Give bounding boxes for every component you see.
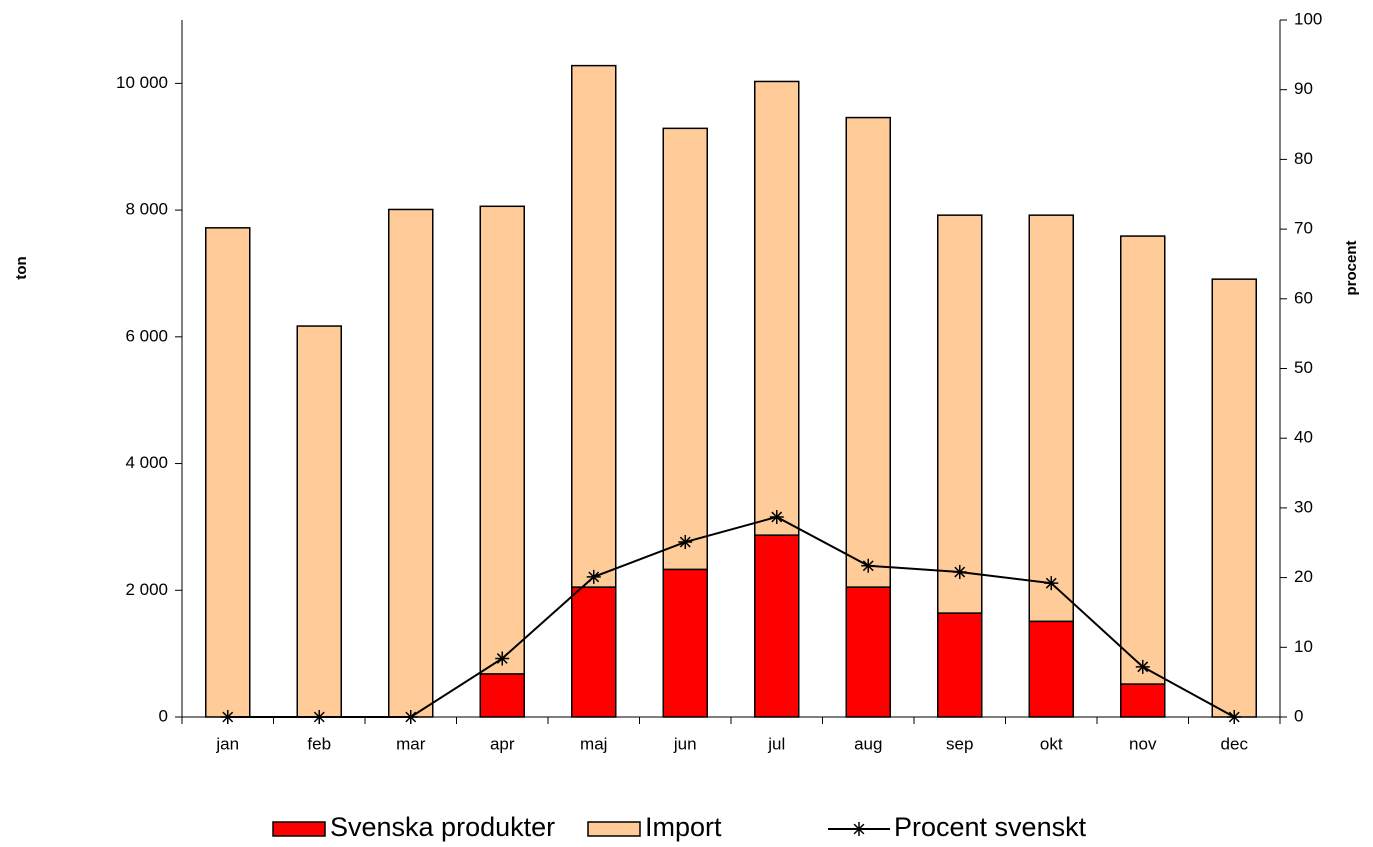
x-tick-label: apr xyxy=(490,734,515,753)
legend-label: Svenska produkter xyxy=(330,812,555,842)
x-tick-label: dec xyxy=(1221,734,1249,753)
bar xyxy=(296,325,342,718)
marker xyxy=(769,509,784,524)
bar xyxy=(388,208,434,718)
bar xyxy=(845,116,891,588)
bar xyxy=(479,205,525,675)
marker xyxy=(861,558,876,573)
x-tick-label: sep xyxy=(946,734,973,753)
marker xyxy=(1135,659,1150,674)
y-tick-label: 6 000 xyxy=(125,326,168,345)
x-tick-label: jun xyxy=(673,734,697,753)
x-tick-label: okt xyxy=(1040,734,1063,753)
bar xyxy=(754,534,800,718)
bar xyxy=(1211,278,1257,718)
line xyxy=(227,515,1235,718)
y2-tick-label: 80 xyxy=(1294,149,1313,168)
y2-tick-label: 30 xyxy=(1294,497,1313,516)
y2-tick-label: 50 xyxy=(1294,358,1313,377)
y2-tick-label: 60 xyxy=(1294,288,1313,307)
x-tick-label: jan xyxy=(215,734,239,753)
y2-tick-label: 40 xyxy=(1294,428,1313,447)
bar xyxy=(937,612,983,718)
y-axis-title: ton xyxy=(13,256,30,279)
marker xyxy=(220,710,235,724)
bar xyxy=(754,80,800,536)
legend-label: Procent svenskt xyxy=(894,812,1087,842)
bar xyxy=(571,586,617,718)
x-tick-label: nov xyxy=(1129,734,1157,753)
marker xyxy=(952,565,967,580)
bar xyxy=(845,586,891,718)
bar xyxy=(937,214,983,614)
y2-tick-label: 100 xyxy=(1294,9,1322,28)
bar xyxy=(662,127,708,571)
marker xyxy=(1044,576,1059,591)
y-tick-label: 10 000 xyxy=(116,73,168,92)
y2-tick-label: 10 xyxy=(1294,637,1313,656)
marker xyxy=(678,535,693,550)
legend-swatch xyxy=(587,821,641,837)
bar xyxy=(662,568,708,718)
x-tick-label: feb xyxy=(307,734,331,753)
y-tick-label: 0 xyxy=(159,706,168,725)
marker xyxy=(1227,710,1242,724)
y-tick-label: 2 000 xyxy=(125,580,168,599)
marker xyxy=(586,569,601,584)
x-tick-label: jul xyxy=(767,734,785,753)
y2-tick-label: 70 xyxy=(1294,219,1313,238)
bar xyxy=(1028,214,1074,623)
bar xyxy=(1028,620,1074,718)
bar xyxy=(1120,683,1166,718)
y2-tick-label: 20 xyxy=(1294,567,1313,586)
x-tick-label: maj xyxy=(580,734,607,753)
x-tick-label: aug xyxy=(854,734,882,753)
marker xyxy=(403,710,418,724)
bar xyxy=(479,673,525,718)
y-tick-label: 8 000 xyxy=(125,200,168,219)
bar xyxy=(1120,235,1166,685)
legend-swatch xyxy=(272,821,326,837)
y2-axis-title: procent xyxy=(1343,240,1360,295)
legend-marker xyxy=(852,822,866,836)
y2-tick-label: 90 xyxy=(1294,79,1313,98)
marker xyxy=(495,651,510,666)
bar xyxy=(205,227,251,718)
legend-label: Import xyxy=(645,812,722,842)
bar xyxy=(571,64,617,588)
y2-tick-label: 0 xyxy=(1294,706,1303,725)
marker xyxy=(312,710,327,724)
y-tick-label: 4 000 xyxy=(125,453,168,472)
x-tick-label: mar xyxy=(396,734,426,753)
